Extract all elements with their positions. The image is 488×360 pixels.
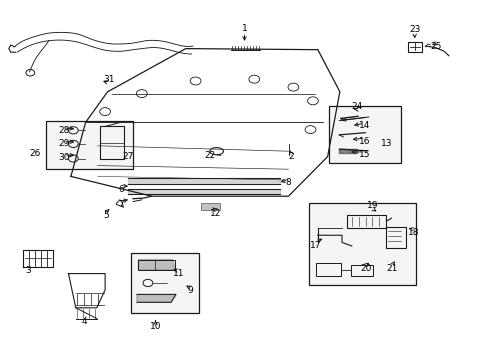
Bar <box>385 228 406 248</box>
Text: 6: 6 <box>118 184 124 194</box>
Text: 18: 18 <box>407 228 418 237</box>
Text: 1: 1 <box>241 24 247 33</box>
Text: 3: 3 <box>25 266 31 275</box>
Bar <box>46 121 133 169</box>
Bar <box>328 106 400 163</box>
Text: 29: 29 <box>58 139 69 148</box>
Text: 21: 21 <box>386 264 397 273</box>
Text: 14: 14 <box>358 122 369 130</box>
Bar <box>308 203 415 285</box>
Text: 2: 2 <box>287 152 293 161</box>
Text: 23: 23 <box>408 25 420 34</box>
Text: 27: 27 <box>122 152 134 161</box>
Text: 11: 11 <box>172 269 184 278</box>
Text: 26: 26 <box>29 149 41 158</box>
Text: 24: 24 <box>350 102 362 111</box>
Text: 12: 12 <box>209 209 221 217</box>
Bar <box>346 215 386 228</box>
Text: 30: 30 <box>58 153 69 162</box>
Text: 20: 20 <box>359 264 371 273</box>
Text: 7: 7 <box>118 199 124 209</box>
Text: 28: 28 <box>58 126 69 135</box>
Text: 31: 31 <box>102 76 114 85</box>
Text: 19: 19 <box>366 201 378 210</box>
Text: 25: 25 <box>429 41 441 50</box>
Text: 10: 10 <box>149 323 161 331</box>
Text: 15: 15 <box>358 150 369 159</box>
Bar <box>316 263 340 276</box>
Text: 13: 13 <box>380 139 391 148</box>
Text: 9: 9 <box>187 287 193 295</box>
Bar <box>350 265 372 276</box>
Polygon shape <box>137 294 176 302</box>
Bar <box>100 126 123 159</box>
Text: 4: 4 <box>81 317 87 325</box>
Text: 22: 22 <box>204 151 216 160</box>
Bar <box>407 42 421 52</box>
Polygon shape <box>138 260 175 270</box>
Bar <box>201 203 220 210</box>
Text: 16: 16 <box>358 136 369 145</box>
Text: 5: 5 <box>103 211 109 220</box>
Text: 8: 8 <box>285 178 291 187</box>
Bar <box>131 253 198 313</box>
Text: 17: 17 <box>309 241 321 250</box>
